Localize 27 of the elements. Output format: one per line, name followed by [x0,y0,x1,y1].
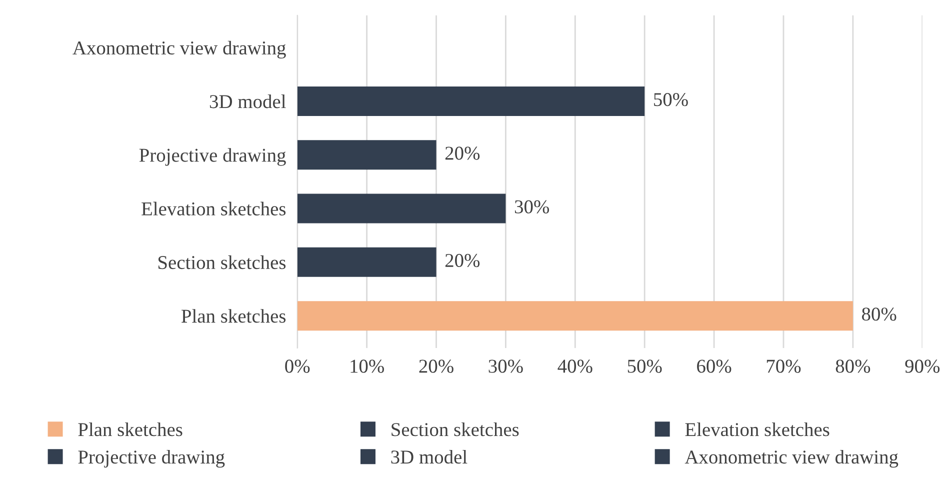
x-tick-label: 20% [419,360,454,373]
y-tick-label: Elevation sketches [142,202,286,216]
x-tick-label: 0% [285,360,310,373]
x-tick-label: 30% [488,360,523,373]
legend-label: Plan sketches [78,422,182,436]
x-tick-label: 70% [766,360,801,373]
y-tick-label: Projective drawing [139,148,286,166]
data-label: 20% [445,146,480,160]
legend-label: Axonometric view drawing [684,450,898,468]
data-label: 20% [445,254,480,268]
x-tick-label: 90% [905,360,940,373]
data-label: 50% [654,92,688,106]
legend-label: 3D model [391,450,468,464]
x-tick-label: 60% [697,360,732,373]
y-tick-label: 3D model [210,94,286,108]
x-tick-label: 40% [558,360,592,373]
x-tick-label: 10% [350,360,384,373]
data-label: 30% [514,200,550,214]
y-tick-label: Section sketches [158,255,286,270]
legend-label: Projective drawing [78,450,225,468]
x-tick-label: 80% [836,360,870,373]
data-label: 80% [862,308,896,321]
y-tick-label: Axonometric view drawing [72,40,286,59]
x-tick-label: 50% [628,360,662,373]
legend-label: Elevation sketches [685,422,830,436]
legend-label: Section sketches [392,422,519,436]
y-tick-label: Plan sketches [182,309,286,323]
